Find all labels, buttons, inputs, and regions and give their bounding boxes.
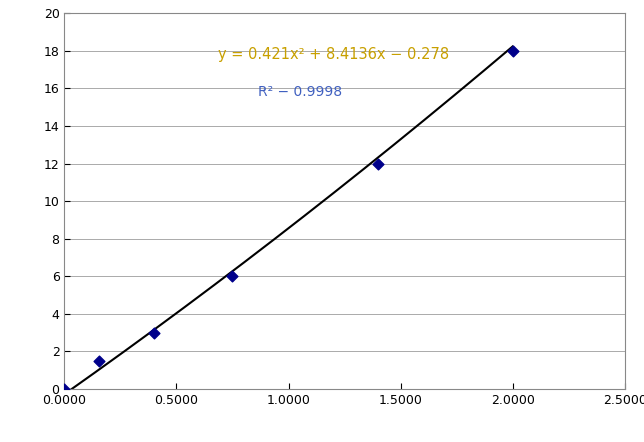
Point: [59, 385, 70, 392]
Text: R² − 0.9998: R² − 0.9998: [258, 84, 342, 99]
Point: [149, 329, 159, 336]
Point: [227, 273, 238, 280]
Point: [373, 160, 383, 167]
Point: [94, 357, 104, 364]
Point: [507, 47, 518, 54]
Text: y = 0.421x² + 8.4136x − 0.278: y = 0.421x² + 8.4136x − 0.278: [218, 47, 449, 62]
